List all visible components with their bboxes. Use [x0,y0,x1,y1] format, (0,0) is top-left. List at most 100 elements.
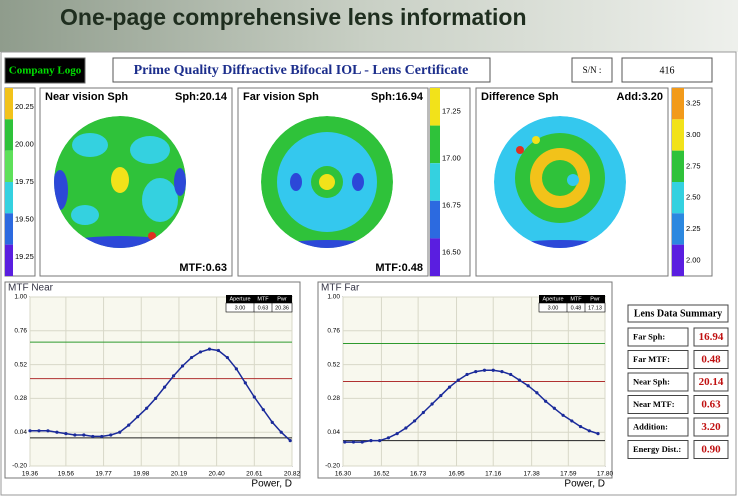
summary-value-box [693,440,729,459]
summary-title-box [627,304,729,323]
mtf-point [378,439,382,443]
summary-value: 20.14 [699,376,724,388]
scale-swatch [430,163,440,201]
scale-swatch [672,119,684,151]
mtf-point [261,408,265,412]
y-tick-label: 0.76 [327,328,340,335]
mtf-point [127,423,131,427]
mtf-point [430,402,434,406]
scale-label: 16.75 [442,200,461,209]
mini-table-head: Aperture [542,297,563,303]
mtf-point [360,440,364,444]
mini-table-head: Pwr [277,297,287,303]
mtf-point [189,355,194,360]
map-mtf: MTF:0.48 [375,262,423,274]
mtf-point [270,420,274,424]
x-axis-label: Power, D [564,479,605,490]
mtf-point [413,419,417,423]
scale-swatch [672,213,684,245]
map-title: Difference Sph [481,91,559,103]
plot-area [29,296,293,467]
mini-table-head: Aperture [229,297,250,303]
x-tick-label: 20.82 [284,471,301,478]
summary-value-box [693,350,729,369]
mini-table-cell: 0.48 [571,305,582,311]
y-tick-label: 0.28 [327,395,340,402]
scale-swatch [672,88,684,120]
mini-table-cell: 20.36 [275,305,289,311]
scale-swatch [430,200,440,239]
logo-box [4,57,86,84]
mtf-point [243,381,247,385]
scale-swatch [5,88,13,120]
mtf-point [343,440,347,444]
mtf-point [386,436,391,440]
x-tick-label: 17.80 [597,471,614,478]
scale-label: 20.00 [15,139,34,148]
mini-table-cell: 17.13 [588,305,602,311]
mtf-point [154,396,158,400]
scale-label: 2.00 [686,255,701,264]
mtf-point [552,406,556,410]
scale-swatch [672,244,684,276]
scale-swatch [672,182,684,214]
x-tick-label: 19.36 [22,471,39,478]
sn-label-box [571,57,613,83]
scale-label: 3.25 [686,99,701,108]
x-tick-label: 16.73 [410,471,427,478]
mini-table-head: Pwr [590,297,600,303]
summary-label: Far MTF: [633,354,670,364]
x-tick-label: 16.30 [335,471,352,478]
summary-value: 0.48 [701,354,721,366]
scale-label: 2.50 [686,193,701,202]
mini-table-body [538,302,606,313]
chart-title: MTF Near [8,283,54,294]
summary-label-box [627,372,689,392]
mtf-point [145,406,149,410]
sn-box [621,57,713,83]
scale-swatch [5,213,13,245]
mini-table-cell: 0.63 [258,305,269,311]
mini-table-header [226,295,292,303]
map-value: Sph:16.94 [371,91,424,103]
summary-title: Lens Data Summary [634,308,722,319]
mtf-point [64,432,68,436]
mtf-point [288,439,292,443]
y-tick-label: 0.52 [14,361,27,368]
mtf-point [509,372,513,377]
summary-label: Energy Dist.: [633,444,681,454]
x-tick-label: 16.52 [373,471,390,478]
mtf-point [526,384,530,388]
mtf-point [517,378,522,382]
summary-value-box [693,395,729,414]
mtf-point [447,385,452,389]
mtf-point [535,391,539,395]
scale-label: 17.25 [442,106,461,115]
mini-table-head: MTF [257,297,269,303]
mtf-point [439,393,443,398]
mtf-point [198,350,203,354]
scale-swatch [430,238,440,276]
y-tick-label: 1.00 [14,294,27,301]
scale-swatch [5,150,13,182]
map-title: Far vision Sph [243,91,319,103]
mtf-point [216,348,221,353]
summary-label: Far Sph: [633,331,665,341]
mtf-point [482,368,487,372]
x-axis-label: Power, D [251,479,292,490]
summary-label: Near Sph: [633,376,670,386]
mini-table-cell: 3.00 [235,305,246,311]
logo: Company Logo [9,65,82,77]
mtf-point [55,430,59,434]
x-tick-label: 19.98 [133,471,150,478]
mtf-point [180,364,185,368]
scale-swatch [5,119,13,151]
chart-title: MTF Far [321,283,360,294]
mtf-point [82,433,86,437]
mini-table-head: MTF [570,297,582,303]
y-tick-label: 0.04 [14,429,27,436]
sn-label: S/N : [583,65,602,75]
mtf-point [491,368,495,372]
near-map-panel [39,87,233,277]
